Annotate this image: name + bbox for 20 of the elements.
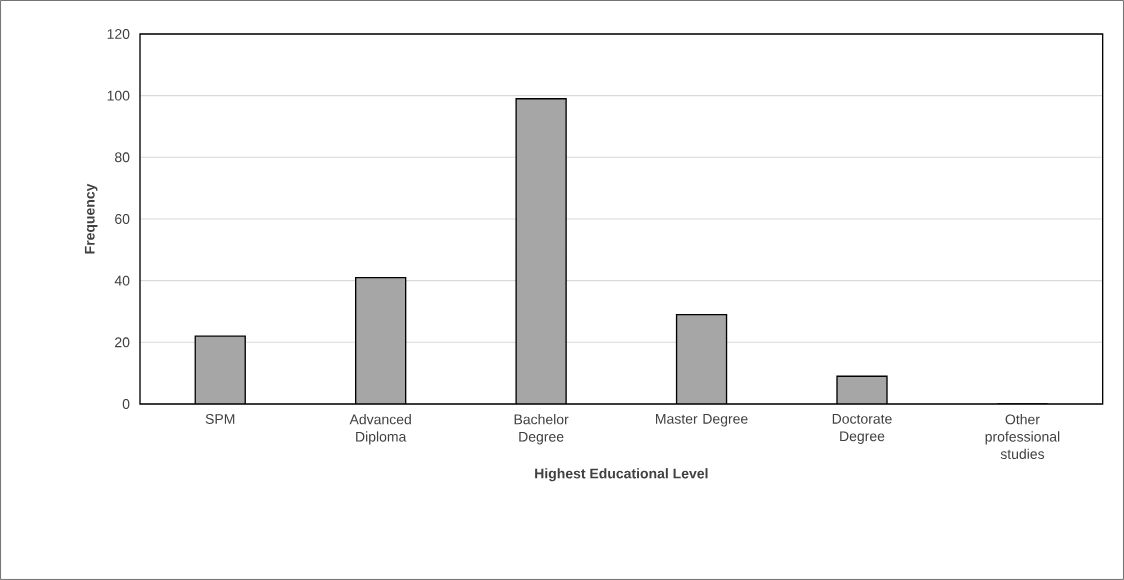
y-axis-title: Frequency [84,183,98,254]
bar [675,313,728,404]
y-tick-label: 60 [115,214,130,224]
x-tick-label: Advanced Diploma [349,414,411,445]
x-tick-label: Other professional studies [985,414,1060,459]
y-tick-label: 80 [115,152,130,163]
y-tick-label: 120 [107,29,130,39]
x-tick-label: Master Degree [656,414,748,427]
bar [515,98,567,404]
bar [355,276,407,404]
bar [836,375,888,404]
x-tick-label: Bachelor Degree [514,414,569,445]
y-tick-label: 0 [122,399,130,409]
y-tick-label: 100 [107,90,130,101]
y-tick-label: 40 [114,275,130,286]
y-tick-label: 20 [115,337,130,348]
x-tick-label: Doctorate Degree [832,414,892,444]
x-axis-title: Highest Educational Level [535,468,708,482]
x-tick-label: SPM [205,414,235,424]
bar [194,335,246,404]
